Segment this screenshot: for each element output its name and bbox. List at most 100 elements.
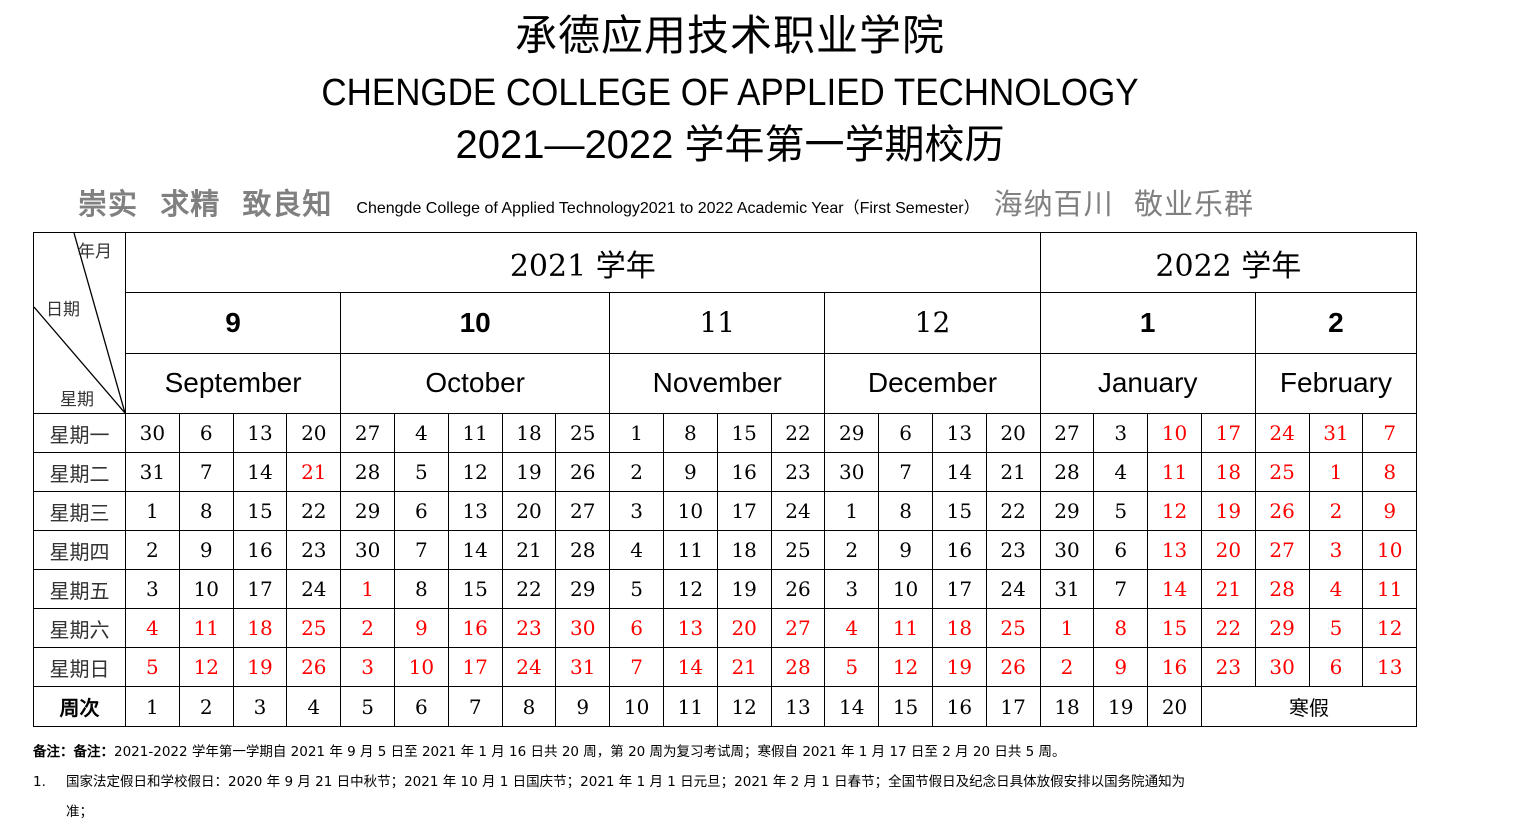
date-cell: 6: [1093, 530, 1149, 570]
holiday-date-cell: 20: [716, 608, 772, 648]
date-cell: 15: [232, 491, 288, 531]
holiday-date-cell: 27: [1254, 530, 1310, 570]
date-cell: 19: [501, 452, 557, 492]
date-cell: 17: [716, 491, 772, 531]
holiday-date-cell: 23: [1200, 647, 1256, 687]
week-number-cell: 12: [716, 686, 772, 727]
holiday-date-cell: 25: [286, 608, 342, 648]
holiday-date-cell: 18: [931, 608, 987, 648]
date-cell: 3: [824, 569, 880, 609]
date-cell: 8: [178, 491, 234, 531]
holiday-date-cell: 31: [555, 647, 611, 687]
date-cell: 7: [393, 530, 449, 570]
week-number-cell: 20: [1147, 686, 1202, 727]
date-cell: 18: [501, 413, 557, 453]
holiday-date-cell: 28: [770, 647, 826, 687]
motto-right: 海纳百川 敬业乐群: [993, 187, 1255, 221]
date-cell: 8: [393, 569, 449, 609]
week-number-cell: 16: [931, 686, 987, 727]
holiday-date-cell: 10: [1362, 530, 1418, 570]
holiday-date-cell: 8: [1362, 452, 1418, 492]
corner-header-cell: 年月 日期 星期: [33, 232, 126, 414]
weekday-row: 星期五 3 10 17 24 1 8 15 22 29 5 12 19 26 3 10 17 24 31 7 14 21 2…: [33, 569, 1418, 609]
holiday-date-cell: 24: [1254, 413, 1310, 453]
date-cell: 16: [716, 452, 772, 492]
holiday-date-cell: 24: [501, 647, 557, 687]
term-calendar-title: 2021—2022 学年第一学期校历: [455, 123, 1005, 167]
holiday-date-cell: 17: [447, 647, 503, 687]
date-cell: 1: [824, 491, 880, 531]
holiday-date-cell: 19: [931, 647, 987, 687]
holiday-date-cell: 11: [878, 608, 933, 648]
date-cell: 17: [931, 569, 987, 609]
date-cell: 22: [770, 413, 826, 453]
date-cell: 16: [232, 530, 288, 570]
date-cell: 30: [824, 452, 880, 492]
date-cell: 29: [555, 569, 611, 609]
date-cell: 18: [716, 530, 772, 570]
holiday-date-cell: 5: [1308, 608, 1364, 648]
date-cell: 31: [125, 452, 180, 492]
holiday-date-cell: 3: [1308, 530, 1364, 570]
holiday-date-cell: 1: [1308, 452, 1364, 492]
holiday-date-cell: 16: [447, 608, 503, 648]
date-cell: 4: [1093, 452, 1149, 492]
date-cell: 7: [878, 452, 933, 492]
date-cell: 22: [501, 569, 557, 609]
holiday-date-cell: 23: [501, 608, 557, 648]
note-item-text-line2: 准；: [66, 804, 93, 820]
date-cell: 20: [985, 413, 1041, 453]
holiday-date-cell: 30: [1254, 647, 1310, 687]
holiday-date-cell: 9: [1362, 491, 1418, 531]
month-name-cell: January: [1039, 352, 1256, 415]
holiday-date-cell: 12: [1147, 491, 1202, 531]
month-name-cell: November: [609, 352, 826, 415]
holiday-date-cell: 18: [1200, 452, 1256, 492]
date-cell: 28: [555, 530, 611, 570]
date-cell: 10: [878, 569, 933, 609]
date-cell: 27: [340, 413, 395, 453]
holiday-date-cell: 2: [340, 608, 395, 648]
date-cell: 2: [824, 530, 880, 570]
week-number-cell: 10: [609, 686, 664, 727]
holiday-date-cell: 26: [1254, 491, 1310, 531]
date-cell: 13: [232, 413, 288, 453]
date-cell: 6: [393, 491, 449, 531]
date-cell: 10: [662, 491, 718, 531]
holiday-date-cell: 26: [985, 647, 1041, 687]
holiday-date-cell: 6: [1308, 647, 1364, 687]
holiday-date-cell: 2: [1308, 491, 1364, 531]
weekday-label: 星期二: [33, 452, 126, 492]
date-cell: 20: [501, 491, 557, 531]
holiday-date-cell: 6: [609, 608, 664, 648]
date-cell: 12: [447, 452, 503, 492]
date-cell: 3: [1093, 413, 1149, 453]
holiday-date-cell: 5: [824, 647, 880, 687]
corner-label-date: 日期: [46, 300, 80, 320]
date-cell: 9: [878, 530, 933, 570]
month-name-cell: February: [1254, 352, 1418, 415]
week-number-cell: 7: [447, 686, 503, 727]
month-name-cell: October: [340, 352, 611, 415]
date-cell: 8: [878, 491, 933, 531]
date-cell: 9: [662, 452, 718, 492]
date-cell: 3: [609, 491, 664, 531]
corner-label-weekday: 星期: [60, 390, 94, 410]
month-number-cell: 9: [124, 292, 342, 354]
date-cell: 23: [985, 530, 1041, 570]
date-cell: 26: [555, 452, 611, 492]
date-cell: 27: [1039, 413, 1095, 453]
year-2021-header: 2021 学年: [125, 231, 1041, 294]
holiday-date-cell: 9: [393, 608, 449, 648]
subtitle-english: Chengde College of Applied Technology202…: [356, 200, 980, 217]
week-number-cell: 5: [340, 686, 395, 727]
month-name-row: September October November December January F…: [34, 352, 1418, 415]
date-cell: 29: [824, 413, 880, 453]
week-number-cell: 13: [770, 686, 826, 727]
week-number-cell: 4: [286, 686, 342, 727]
date-cell: 14: [447, 530, 503, 570]
date-cell: 13: [447, 491, 503, 531]
week-number-cell: 9: [555, 686, 611, 727]
date-cell: 24: [770, 491, 826, 531]
holiday-date-cell: 14: [1147, 569, 1202, 609]
